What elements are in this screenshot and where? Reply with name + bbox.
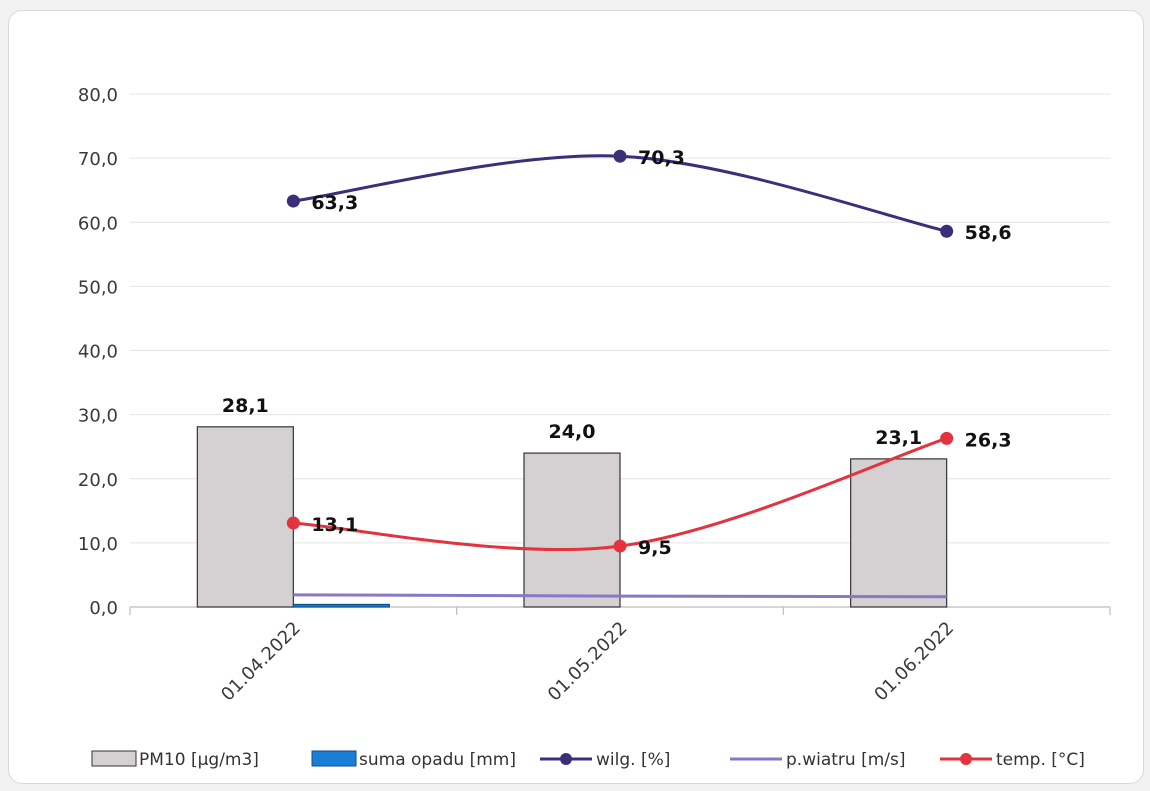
humidity-line (293, 154, 948, 233)
humidity-data-label: 58,6 (965, 222, 1012, 244)
precipitation-bar (292, 603, 390, 608)
legend-label: suma opadu [mm] (359, 750, 516, 770)
x-category-label: 01.05.2022 (544, 618, 632, 706)
legend-label: PM10 [µg/m3] (139, 750, 259, 770)
humidity-marker (613, 149, 627, 163)
legend-label: p.wiatru [m/s] (786, 750, 905, 770)
legend-item: wilg. [%] (540, 750, 670, 770)
legend-marker (960, 753, 972, 765)
pm10-bar (196, 426, 294, 608)
pm10-bar (850, 458, 948, 608)
temperature-data-label: 26,3 (965, 429, 1012, 451)
y-tick-label: 20,0 (78, 470, 118, 491)
temperature-marker (613, 539, 627, 553)
temperature-data-label: 9,5 (638, 537, 672, 559)
legend-marker (560, 753, 572, 765)
wind-speed-line (293, 593, 947, 599)
bar-data-label: 24,0 (549, 421, 596, 443)
y-tick-label: 10,0 (78, 534, 118, 555)
legend-label: temp. [°C] (996, 750, 1085, 770)
y-tick-label: 80,0 (78, 85, 118, 106)
temperature-marker (286, 516, 300, 530)
temperature-marker (940, 431, 954, 445)
y-tick-label: 30,0 (78, 406, 118, 427)
y-tick-label: 70,0 (78, 149, 118, 170)
y-tick-label: 60,0 (78, 213, 118, 234)
y-tick-label: 0,0 (89, 598, 118, 619)
temperature-data-label: 13,1 (311, 514, 358, 536)
legend-label: wilg. [%] (596, 750, 670, 770)
y-tick-label: 50,0 (78, 277, 118, 298)
x-category-label: 01.06.2022 (870, 618, 958, 706)
legend-swatch-precipitation (311, 750, 357, 767)
humidity-marker (940, 224, 954, 238)
legend-item: PM10 [µg/m3] (91, 750, 259, 770)
bar-data-label: 28,1 (222, 395, 269, 417)
legend-item: p.wiatru [m/s] (730, 750, 905, 770)
humidity-data-label: 70,3 (638, 147, 685, 169)
humidity-data-label: 63,3 (311, 192, 358, 214)
legend-swatch-pm10 (91, 750, 137, 767)
legend-item: suma opadu [mm] (311, 750, 516, 770)
humidity-marker (286, 194, 300, 208)
chart-card (8, 10, 1144, 784)
legend-item: temp. [°C] (940, 750, 1085, 770)
y-tick-label: 40,0 (78, 342, 118, 363)
x-category-label: 01.04.2022 (217, 618, 305, 706)
bar-data-label: 23,1 (875, 427, 922, 449)
pm10-bar (523, 452, 621, 608)
